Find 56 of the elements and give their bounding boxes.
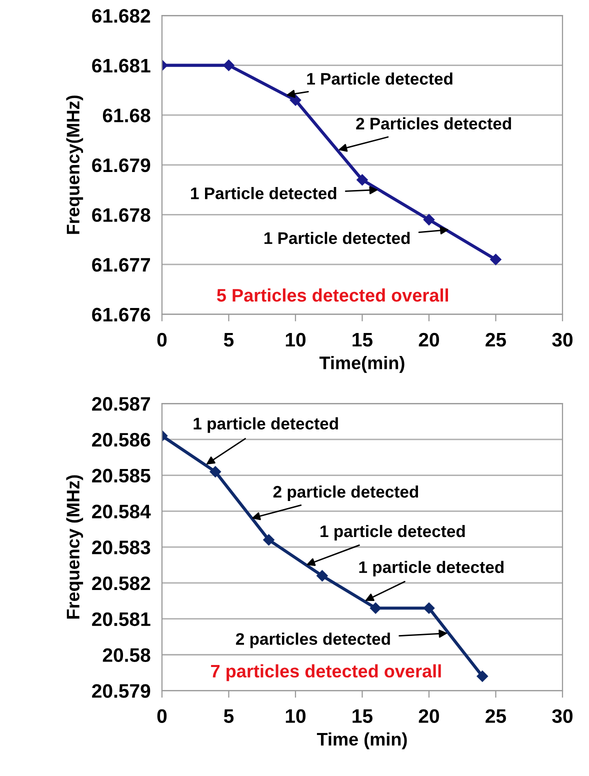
x-tick-label: 30	[552, 332, 573, 347]
x-axis-title: Time (min)	[316, 732, 407, 750]
point	[290, 94, 302, 106]
y-tick-label: 61.678	[92, 208, 150, 222]
annotation: 2 particle detected	[273, 485, 418, 502]
x-tick-label: 10	[286, 709, 306, 723]
y-tick-label: 20.586	[92, 432, 150, 447]
x-tick-label: 25	[486, 709, 506, 723]
annotation: 1 Particle detected	[307, 72, 452, 85]
x-tick-label: 0	[157, 709, 167, 723]
y-tick-label: 61.676	[92, 308, 150, 322]
y-tick-label: 20.587	[92, 396, 150, 411]
point	[423, 214, 435, 226]
y-tick-label: 20.579	[92, 684, 150, 698]
y-tick-label: 20.58	[102, 648, 150, 662]
point	[210, 466, 221, 478]
y-tick-label: 20.583	[92, 540, 150, 554]
y-tick-label: 20.584	[92, 504, 151, 518]
point	[223, 60, 234, 71]
x-tick-label: 5	[224, 333, 234, 347]
point	[423, 602, 435, 614]
point	[316, 570, 328, 582]
y-tick-label: 20.582	[92, 576, 150, 590]
x-axis-title: Time(min)	[319, 356, 404, 373]
point	[356, 174, 368, 186]
y-tick-label: 61.677	[92, 258, 150, 272]
x-tick-label: 20	[418, 332, 440, 347]
x-tick-label: 30	[552, 709, 573, 724]
x-tick-label: 20	[418, 709, 440, 723]
x-tick-label: 5	[224, 709, 234, 723]
y-tick-label: 61.68	[102, 108, 150, 122]
annotation: 1 particle detected	[359, 560, 504, 576]
point	[476, 670, 488, 682]
annotation: 1 Particle detected	[264, 232, 410, 244]
x-tick-label: 10	[286, 332, 306, 347]
annotation: 1 Particle detected	[191, 187, 336, 200]
y-axis-title: Frequency (MHz)	[66, 475, 84, 619]
point	[490, 254, 502, 266]
x-tick-label: 0	[157, 332, 167, 347]
point	[370, 602, 382, 614]
x-tick-label: 15	[352, 333, 373, 347]
annotation: 2 particles detected	[236, 632, 390, 648]
point	[263, 534, 274, 546]
x-tick-label: 25	[486, 332, 506, 347]
annotation: 2 Particles detected	[356, 117, 512, 130]
x-tick-label: 15	[352, 709, 373, 723]
annotation: 7 particles detected overall	[211, 664, 441, 682]
y-tick-label: 61.679	[92, 158, 150, 172]
y-tick-label: 20.581	[92, 612, 150, 626]
y-axis-title: Frequency(MHz)	[66, 96, 84, 234]
y-tick-label: 20.585	[92, 468, 150, 483]
annotation: 1 particle detected	[320, 524, 465, 540]
y-tick-label: 61.682	[92, 8, 150, 23]
y-tick-label: 61.681	[92, 58, 150, 73]
annotation: 1 particle detected	[194, 417, 338, 433]
annotation: 5 Particles detected overall	[217, 288, 448, 302]
